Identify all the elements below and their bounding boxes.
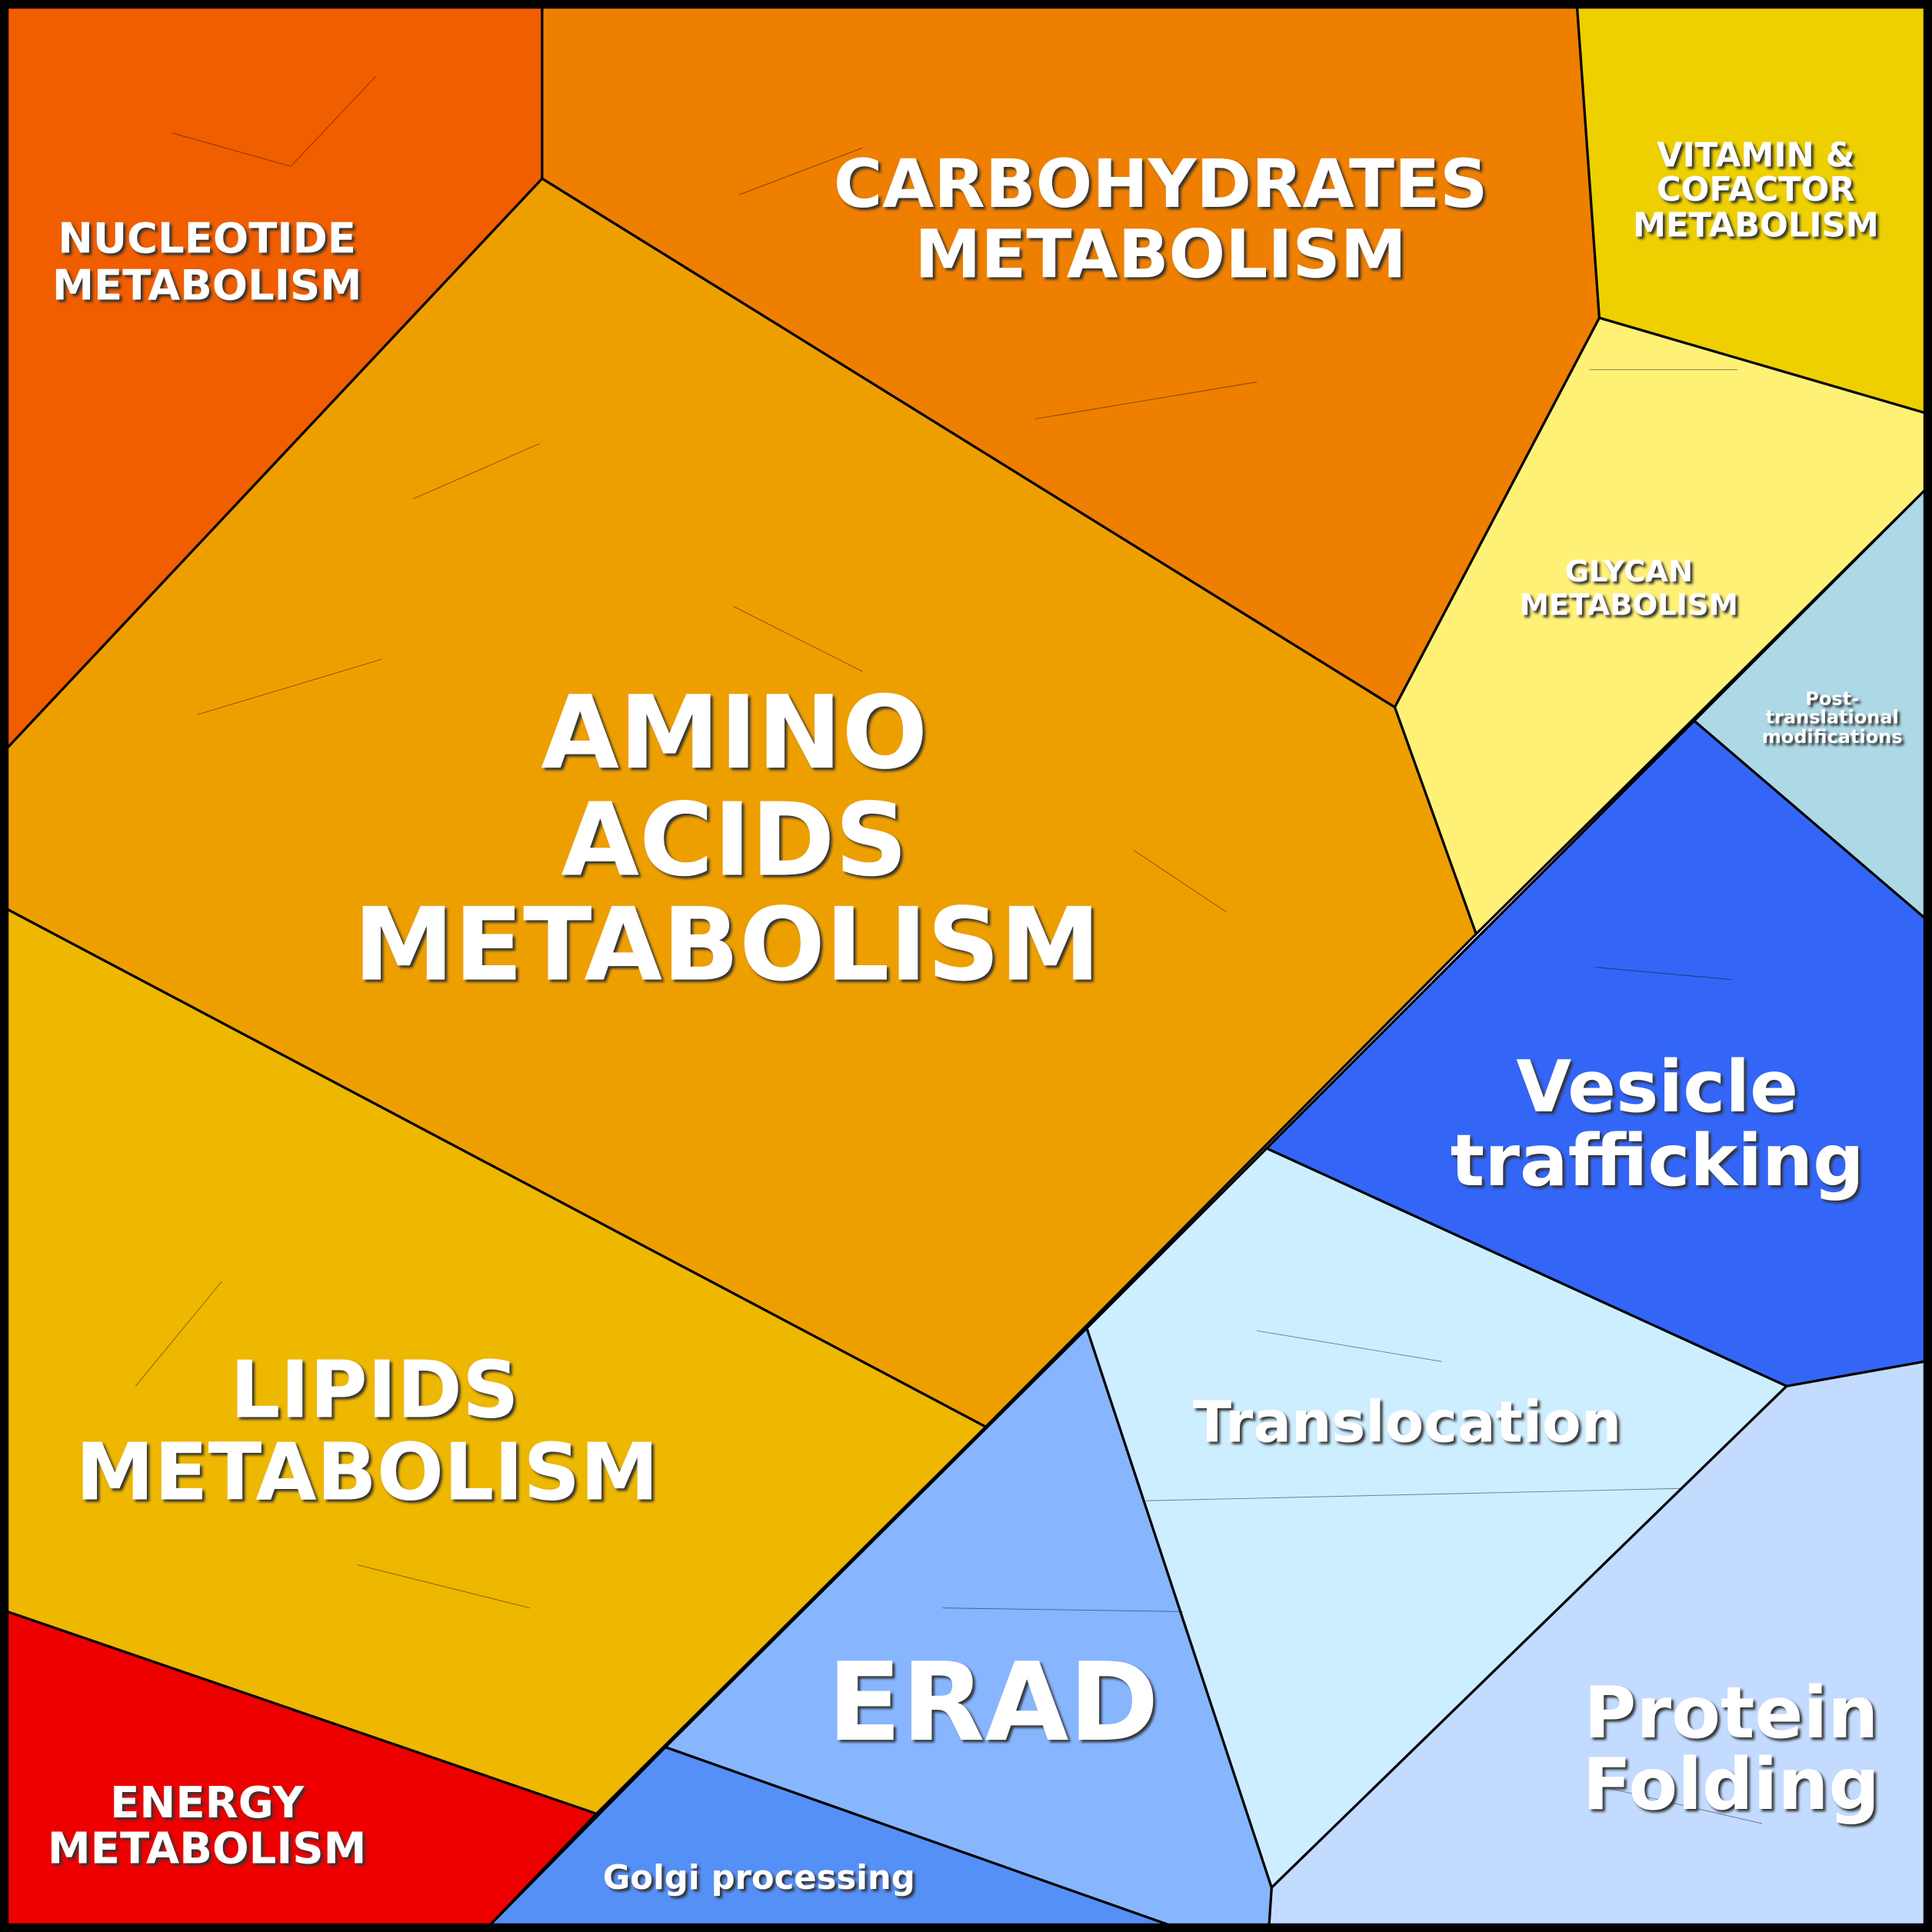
region-label: Golgi processing	[603, 1859, 915, 1897]
region-label: METABOLISM	[48, 1824, 367, 1874]
cell-edge	[1145, 1487, 1682, 1501]
region-label: METABOLISM	[914, 216, 1407, 293]
region-label: METABOLISM	[52, 260, 362, 309]
cell-edge	[135, 1281, 222, 1387]
region-label: ERAD	[828, 1640, 1159, 1766]
cell-edge	[1034, 381, 1257, 420]
region-label: COFACTOR	[1657, 171, 1855, 209]
region-label: modifications	[1762, 726, 1903, 748]
region-label: GLYCAN	[1565, 555, 1694, 589]
region-label: ENERGY	[110, 1778, 305, 1828]
cell-edge	[1133, 850, 1227, 912]
region-label: AMINO	[541, 674, 928, 791]
cell-edge	[412, 443, 540, 500]
region-label: trafficking	[1451, 1119, 1864, 1202]
region-label: METABOLISM	[75, 1427, 658, 1519]
region-label: translational	[1766, 706, 1899, 728]
region-label: METABOLISM	[1520, 588, 1738, 622]
region-label: VITAMIN &	[1657, 136, 1854, 175]
cells	[135, 75, 1763, 1824]
cell-edge	[357, 1564, 530, 1609]
cell-edge	[1601, 1786, 1763, 1824]
region-label: Protein	[1584, 1671, 1878, 1754]
cell-edge	[942, 1607, 1183, 1612]
region-label: METABOLISM	[1633, 207, 1879, 245]
region-label: LIPIDS	[230, 1344, 519, 1436]
cell-edge	[1257, 1330, 1442, 1362]
region-label: Folding	[1583, 1743, 1880, 1826]
region-label: METABOLISM	[354, 886, 1101, 1004]
region-label: NUCLEOTIDE	[58, 213, 356, 262]
region-label: ACIDS	[561, 781, 908, 898]
glycan-region	[1393, 316, 1926, 937]
region-label: CARBOHYDRATES	[834, 146, 1488, 223]
cell-edge	[739, 147, 863, 195]
cell-edge	[1595, 967, 1731, 981]
region-label: Post-	[1805, 688, 1859, 709]
cell-edge	[290, 75, 376, 167]
cell-edge	[172, 132, 291, 167]
region-label: Translocation	[1193, 1390, 1621, 1455]
cell-edge	[197, 658, 382, 715]
region-label: Vesicle	[1516, 1045, 1798, 1128]
cell-edge	[732, 605, 863, 672]
